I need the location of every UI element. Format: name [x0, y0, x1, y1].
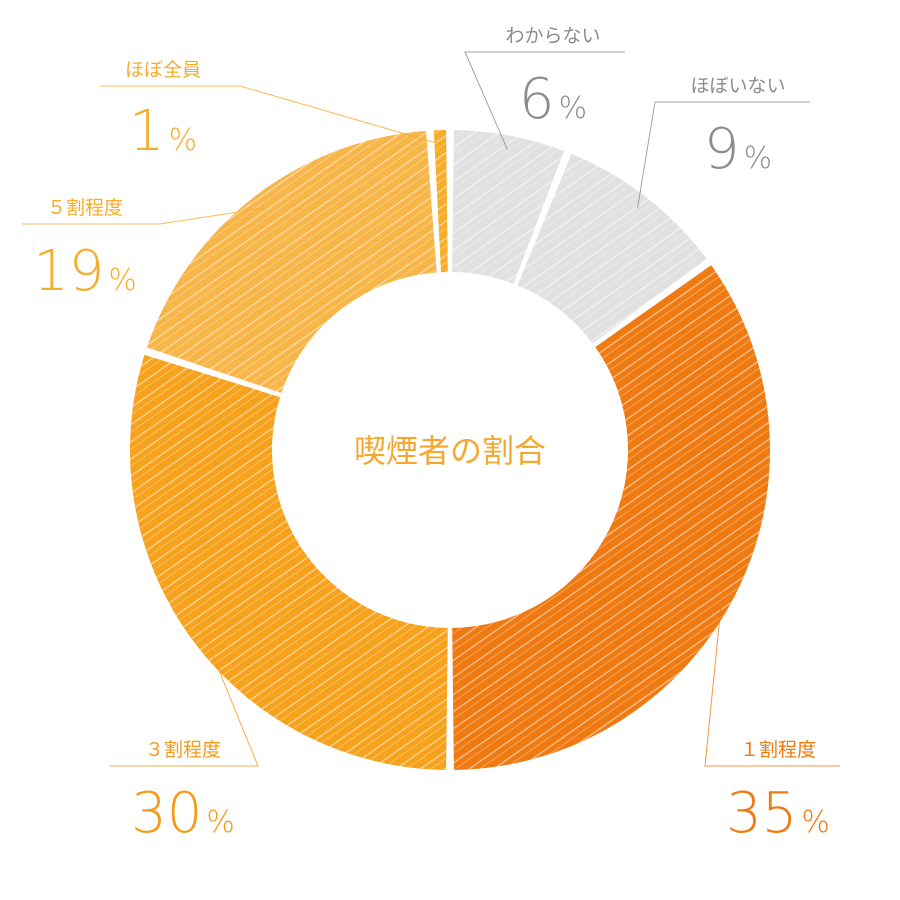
slice-texture-4 — [146, 130, 437, 393]
leader-line-5 — [100, 85, 441, 145]
slice-category-label-1: ほぼいない — [690, 75, 785, 97]
slice-texture-1 — [517, 153, 707, 344]
slice-value-label-3: 30% — [131, 781, 235, 846]
leader-line-3 — [110, 629, 259, 767]
slice-value-label-2: 35% — [726, 781, 830, 846]
slice-labels: わからない 6 % ほぼいない 9 % １割程度 35 % ３割程度 30 % ５割程度 19 % ほぼ全員 1… — [33, 25, 830, 846]
donut-slices — [129, 130, 770, 770]
slice-texture-3 — [129, 354, 448, 770]
slice-category-label-5: ほぼ全員 — [125, 59, 201, 81]
slice-texture-0 — [452, 130, 565, 284]
leader-line-1 — [637, 101, 810, 209]
slice-value-label-5: 1% — [129, 99, 197, 164]
leader-line-2 — [704, 588, 840, 767]
slice-texture-5 — [433, 130, 448, 273]
leader-line-0 — [464, 51, 625, 150]
slice-category-label-2: １割程度 — [740, 739, 816, 761]
slice-value-label-4: 19% — [33, 239, 137, 304]
slice-category-label-3: ３割程度 — [145, 739, 221, 761]
slice-category-label-0: わからない — [505, 25, 600, 47]
slice-texture-2 — [452, 265, 770, 770]
chart-title: 喫煙者の割合 — [354, 432, 546, 470]
slice-category-label-4: ５割程度 — [47, 197, 123, 219]
slice-value-label-0: 6% — [519, 67, 587, 132]
leader-lines — [22, 51, 840, 767]
leader-line-4 — [22, 207, 263, 225]
slice-value-label-1: 9% — [704, 117, 772, 182]
